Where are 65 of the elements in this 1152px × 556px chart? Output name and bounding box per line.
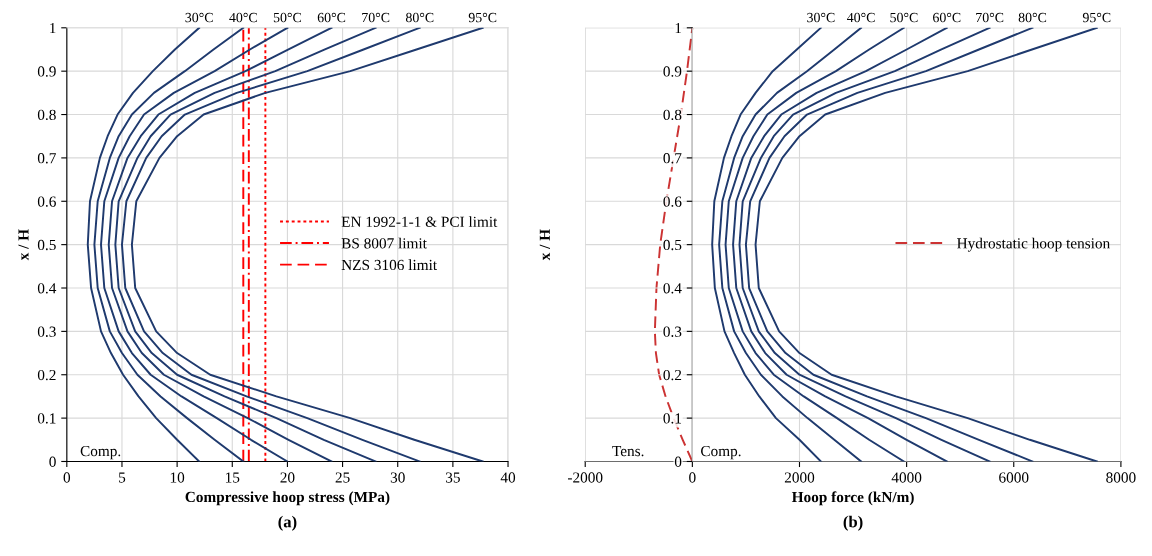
series-label: 95°C	[468, 12, 497, 23]
y-tick-label: 0	[49, 456, 56, 467]
series-label: 60°C	[317, 12, 346, 23]
y-tick-label: 0.4	[663, 283, 682, 294]
x-tick-label: 40	[500, 472, 516, 483]
series-label: 70°C	[362, 12, 390, 23]
x-tick-label: 6000	[999, 472, 1029, 483]
legend-label: EN 1992-1-1 & PCI limit	[341, 216, 498, 227]
annotation: Comp.	[80, 445, 121, 460]
x-tick-label: 0	[63, 472, 71, 483]
line-series	[744, 27, 1034, 462]
x-tick-label: 2000	[784, 472, 815, 483]
x-tick-label: 10	[170, 472, 185, 483]
series-label: 80°C	[1018, 12, 1047, 23]
y-tick-label: 0.1	[37, 413, 56, 424]
annotation: Comp.	[701, 445, 741, 460]
x-tick-label: 30	[390, 472, 405, 483]
x-tick-label: 35	[445, 472, 460, 483]
series-label: 40°C	[229, 12, 257, 23]
x-axis-title: Hoop force (kN/m)	[791, 491, 914, 506]
series-label: 80°C	[405, 12, 434, 23]
y-tick-label: 0.5	[663, 239, 682, 251]
y-tick-label: 0.1	[663, 413, 682, 424]
x-axis-title: Compressive hoop stress (MPa)	[185, 491, 390, 506]
y-axis-title: x / H	[539, 229, 550, 261]
y-tick-label: 0.2	[37, 369, 56, 381]
series-label: 40°C	[847, 12, 875, 23]
y-tick-label: 0.8	[663, 109, 682, 121]
x-tick-label: 15	[225, 472, 240, 483]
legend-label: BS 8007 limit	[341, 237, 427, 249]
y-tick-label: 0.3	[37, 326, 56, 337]
legend-label: Hydrostatic hoop tension	[957, 237, 1110, 252]
y-axis-title: x / H	[18, 229, 29, 261]
y-tick-label: 0.2	[663, 369, 682, 381]
y-tick-label: 0.6	[663, 196, 682, 207]
series-label: 70°C	[976, 12, 1004, 23]
series-label: 30°C	[807, 12, 835, 23]
text: (a)	[278, 515, 297, 531]
y-tick-label: 0.3	[663, 326, 682, 337]
series-label: 30°C	[185, 12, 213, 23]
legend-label: NZS 3106 limit	[341, 259, 437, 271]
series-label: 50°C	[890, 12, 918, 23]
series-label: 95°C	[1082, 12, 1111, 23]
x-tick-label: 20	[280, 472, 295, 483]
y-tick-label: 0.7	[37, 153, 56, 164]
y-tick-label: 1	[675, 23, 682, 34]
annotation: Tens.	[612, 446, 644, 457]
y-tick-label: 0.7	[663, 153, 682, 164]
x-tick-label: 4000	[891, 472, 922, 483]
y-tick-label: 0	[674, 456, 682, 467]
y-tick-label: 0.9	[663, 66, 682, 77]
text: (b)	[843, 515, 863, 531]
series-label: 50°C	[273, 12, 302, 23]
x-tick-label: -2000	[567, 472, 603, 483]
x-tick-label: 25	[335, 472, 350, 483]
x-tick-label: 5	[119, 472, 126, 483]
x-tick-label: 0	[689, 472, 696, 483]
y-tick-label: 0.4	[37, 283, 57, 294]
x-tick-label: 8000	[1106, 472, 1136, 483]
y-tick-label: 0.8	[37, 109, 56, 121]
y-tick-label: 0.9	[37, 66, 56, 77]
y-tick-label: 0.6	[37, 196, 56, 207]
y-tick-label: 0.5	[37, 239, 56, 251]
series-label: 60°C	[933, 12, 961, 23]
y-tick-label: 1	[50, 23, 56, 34]
